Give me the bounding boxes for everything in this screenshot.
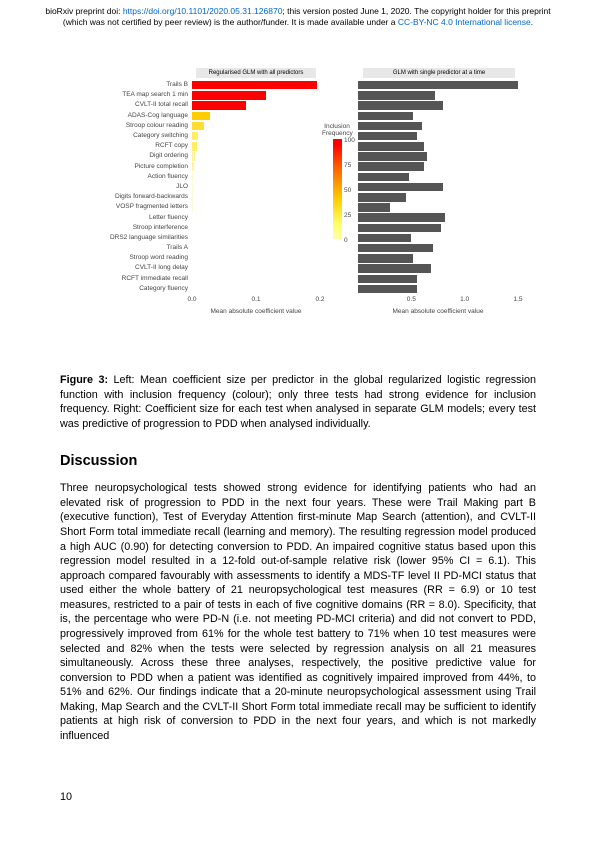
bar-right: [358, 264, 431, 273]
colorbar-tick: 75: [344, 162, 351, 169]
bar-left: [192, 183, 193, 192]
bar-right: [358, 285, 417, 294]
axis-tick: 1.0: [460, 296, 469, 303]
chart-y-label: Category fluency: [68, 284, 188, 294]
chart-y-label: VOSP fragmented letters: [68, 202, 188, 212]
bar-right: [358, 152, 427, 161]
bar-right: [358, 132, 417, 141]
preprint-suffix: .: [531, 17, 533, 27]
bar-right: [358, 183, 443, 192]
chart-y-label: ADAS-Cog language: [68, 111, 188, 121]
figure-caption-text: Left: Mean coefficient size per predicto…: [60, 374, 536, 430]
preprint-prefix: bioRxiv preprint doi:: [45, 6, 122, 16]
chart-panel-title-left: Regularised GLM with all predictors: [196, 68, 316, 78]
chart-y-label: Stroop interference: [68, 223, 188, 233]
chart-y-label: CVLT-II long delay: [68, 263, 188, 273]
bar-right: [358, 224, 441, 233]
chart-y-label: Digits forward-backwards: [68, 192, 188, 202]
colorbar-tick: 25: [344, 212, 351, 219]
bar-right: [358, 91, 435, 100]
bar-right: [358, 81, 518, 90]
bar-left: [192, 132, 198, 141]
page-number: 10: [60, 791, 72, 803]
axis-tick: 0.0: [187, 296, 196, 303]
bar-left: [192, 81, 317, 90]
chart-bars-right: [358, 80, 518, 294]
colorbar-tick: 0: [344, 237, 348, 244]
x-axis-label-left: Mean absolute coefficient value: [192, 308, 320, 315]
bar-left: [192, 162, 194, 171]
chart-y-label: Picture completion: [68, 162, 188, 172]
bar-right: [358, 244, 433, 253]
bar-right: [358, 162, 424, 171]
chart-y-label: RCFT copy: [68, 141, 188, 151]
colorbar-title: InclusionFrequency: [322, 123, 352, 137]
preprint-notice: bioRxiv preprint doi: https://doi.org/10…: [0, 0, 596, 38]
chart-y-label: Stroop colour reading: [68, 121, 188, 131]
x-axis-label-right: Mean absolute coefficient value: [358, 308, 518, 315]
bar-right: [358, 254, 413, 263]
bar-right: [358, 203, 390, 212]
chart-y-labels: Trails BTEA map search 1 minCVLT-II tota…: [68, 80, 188, 294]
chart-panel-title-right: GLM with single predictor at a time: [363, 68, 515, 78]
bar-right: [358, 122, 422, 131]
bar-right: [358, 112, 413, 121]
chart-y-label: Digit ordering: [68, 151, 188, 161]
figure-label: Figure 3:: [60, 374, 108, 386]
chart-y-label: Stroop word reading: [68, 253, 188, 263]
axis-tick: 0.1: [251, 296, 260, 303]
chart-y-label: RCFT immediate recall: [68, 274, 188, 284]
chart-y-label: TEA map search 1 min: [68, 90, 188, 100]
chart-y-label: CVLT-II total recall: [68, 100, 188, 110]
chart-y-label: Trails B: [68, 80, 188, 90]
bar-left: [192, 91, 266, 100]
colorbar: InclusionFrequency 1007550250: [322, 123, 352, 239]
bar-left: [192, 101, 246, 110]
bar-left: [192, 112, 210, 121]
doi-link[interactable]: https://doi.org/10.1101/2020.05.31.12687…: [123, 6, 283, 16]
bar-right: [358, 173, 409, 182]
chart-y-label: DRS2 language similarities: [68, 233, 188, 243]
chart-y-label: Trails A: [68, 243, 188, 253]
axis-tick: 0.5: [407, 296, 416, 303]
bar-right: [358, 275, 417, 284]
bar-right: [358, 193, 406, 202]
bar-left: [192, 203, 193, 212]
figure-chart: Regularised GLM with all predictors GLM …: [68, 68, 528, 338]
bar-left: [192, 152, 195, 161]
chart-y-label: Category switching: [68, 131, 188, 141]
axis-tick: 0.2: [315, 296, 324, 303]
chart-y-label: Letter fluency: [68, 213, 188, 223]
bar-right: [358, 234, 411, 243]
bar-left: [192, 142, 197, 151]
discussion-body: Three neuropsychological tests showed st…: [60, 481, 536, 743]
bar-left: [192, 173, 193, 182]
colorbar-tick: 50: [344, 187, 351, 194]
bar-right: [358, 142, 424, 151]
bar-left: [192, 122, 204, 131]
chart-y-label: Action fluency: [68, 172, 188, 182]
colorbar-gradient: [333, 139, 342, 239]
axis-tick: 1.5: [513, 296, 522, 303]
chart-bars-left: [192, 80, 320, 294]
colorbar-tick: 100: [344, 137, 355, 144]
license-link[interactable]: CC-BY-NC 4.0 International license: [398, 17, 531, 27]
chart-y-label: JLO: [68, 182, 188, 192]
bar-right: [358, 101, 443, 110]
bar-left: [192, 193, 193, 202]
bar-right: [358, 213, 445, 222]
figure-caption: Figure 3: Left: Mean coefficient size pe…: [60, 373, 536, 431]
discussion-heading: Discussion: [60, 453, 536, 469]
